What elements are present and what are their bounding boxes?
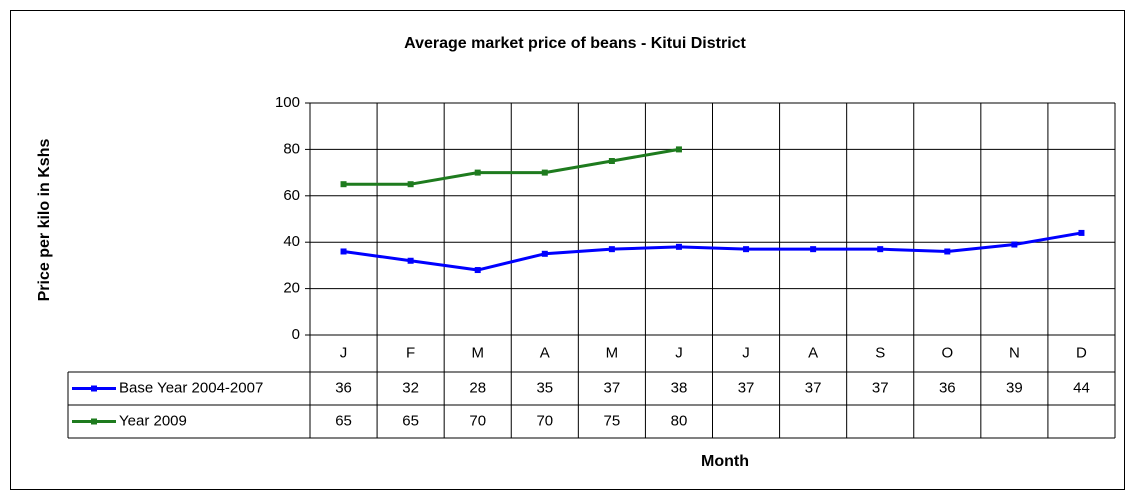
x-tick-label: J — [742, 344, 750, 361]
series-line — [343, 231, 1082, 272]
y-tick-label: 0 — [292, 326, 300, 343]
y-tick-label: 100 — [275, 94, 300, 111]
point — [608, 158, 615, 164]
table-cell: 75 — [604, 412, 621, 429]
point — [407, 257, 414, 264]
y-tick-label: 60 — [283, 187, 300, 204]
x-tick-label: J — [675, 344, 683, 361]
x-tick-label: F — [406, 344, 415, 361]
point — [474, 169, 481, 176]
series-line — [343, 147, 680, 186]
x-tick-label: S — [875, 344, 885, 361]
point — [407, 181, 414, 188]
point — [340, 181, 347, 188]
x-tick-label: D — [1076, 344, 1087, 361]
x-axis-label: Month — [701, 453, 749, 470]
y-tick-label: 40 — [283, 233, 300, 250]
point — [743, 246, 750, 253]
y-tick-label: 20 — [283, 280, 300, 297]
table-cell: 37 — [805, 379, 822, 396]
point — [1011, 241, 1018, 248]
table-cell: 70 — [469, 412, 486, 429]
table-cell: 70 — [536, 412, 553, 429]
table-cell: 32 — [402, 379, 419, 396]
table-cell: 37 — [872, 379, 889, 396]
x-tick-label: M — [471, 344, 484, 361]
table-cell: 28 — [469, 379, 486, 396]
x-tick-label: O — [941, 344, 953, 361]
point — [877, 246, 884, 253]
table-cell: 35 — [536, 379, 553, 396]
table-cell: 65 — [402, 412, 419, 429]
y-tick-label: 80 — [283, 140, 300, 157]
point — [675, 243, 682, 250]
legend-label: Base Year 2004-2007 — [119, 379, 263, 396]
x-tick-label: A — [540, 344, 550, 361]
x-tick-label: A — [808, 344, 818, 361]
x-tick-label: N — [1009, 344, 1020, 361]
table-cell: 80 — [671, 412, 688, 429]
point — [541, 169, 548, 176]
point — [541, 250, 548, 257]
table-cell: 44 — [1073, 379, 1090, 396]
legend-marker — [91, 418, 97, 425]
point — [810, 246, 817, 253]
table-cell: 65 — [335, 412, 352, 429]
chart-title: Average market price of beans - Kitui Di… — [404, 35, 746, 52]
point — [608, 246, 615, 253]
x-tick-label: J — [340, 344, 348, 361]
table-cell: 36 — [939, 379, 956, 396]
table-cell: 38 — [671, 379, 688, 396]
point — [675, 146, 682, 153]
legend-marker — [91, 385, 97, 392]
x-tick-label: M — [606, 344, 619, 361]
point — [944, 248, 951, 255]
point — [474, 267, 481, 274]
table-cell: 36 — [335, 379, 352, 396]
point — [1078, 229, 1085, 236]
table-cell: 37 — [604, 379, 621, 396]
y-axis-label: Price per kilo in Kshs — [36, 139, 53, 302]
point — [340, 248, 347, 255]
legend-label: Year 2009 — [119, 412, 187, 429]
table-cell: 39 — [1006, 379, 1023, 396]
table-cell: 37 — [738, 379, 755, 396]
